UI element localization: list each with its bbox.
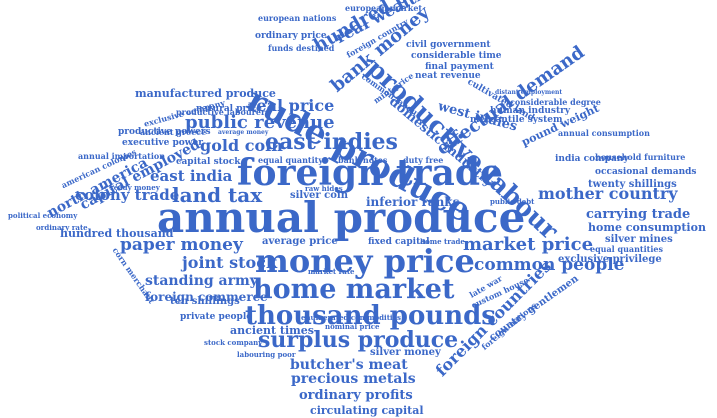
word-india-company: india company — [555, 154, 629, 164]
word-silver-mines: silver mines — [605, 234, 673, 245]
word-considerable-time: considerable time — [411, 51, 502, 61]
word-ordinary-profits: ordinary profits — [299, 388, 413, 403]
word-equal-quantities: equal quantities — [590, 244, 663, 254]
word-duty-free: duty free — [403, 155, 444, 165]
word-human-industry: human industry — [490, 106, 571, 116]
word-inferior-ranks: inferior ranks — [366, 195, 460, 209]
word-mercantile-system: mercantile system — [470, 115, 563, 125]
word-capital-stock: capital stock — [176, 157, 241, 167]
word-twenty-shillings: twenty shillings — [588, 179, 677, 190]
word-executive-power: executive power — [122, 138, 204, 148]
word-average-money: average money — [218, 129, 269, 136]
word-mother-country: mother country — [538, 184, 678, 203]
word-distant-employment: distant employment — [495, 89, 563, 96]
word-east-indies: east indies — [265, 129, 398, 155]
word-public-revenue: public revenue — [185, 112, 335, 133]
word-final-payment: final payment — [425, 62, 494, 72]
word-thousand-pounds: thousand pounds — [245, 301, 496, 331]
word-land-tax: land tax — [172, 183, 263, 207]
word-exclusive-privilege: exclusive privilege — [558, 254, 662, 265]
word-annual-importation: annual importation — [78, 151, 166, 161]
word-circulating-capital: circulating capital — [310, 404, 424, 417]
word-occasional-demands: occasional demands — [595, 167, 697, 177]
word-east-india: east india — [150, 167, 233, 185]
word-household-furniture: household furniture — [595, 152, 686, 162]
word-funds-destined: funds destined — [268, 43, 335, 53]
word-ten-shillings: ten shillings — [170, 296, 240, 307]
word-money-price: money price — [255, 242, 475, 280]
word-european-market: european market — [345, 3, 423, 13]
word-considerable-degree: considerable degree — [510, 97, 601, 107]
word-silver-money: silver money — [370, 347, 441, 358]
word-productive-labourers: productive labourers — [176, 107, 270, 117]
word-enumerated-commodities: enumerated commodities — [301, 313, 401, 322]
word-fixed-capital: fixed capital — [368, 237, 430, 247]
word-natural-price: natural price — [196, 104, 262, 114]
word-paper-money: paper money — [120, 235, 243, 255]
word-home-trade: home trade — [420, 237, 465, 246]
word-surplus-produce: surplus produce — [258, 327, 459, 353]
word-annual-produce: annual produce — [157, 193, 526, 242]
word-neat-revenue: neat revenue — [415, 71, 481, 81]
word-foreign-trade: foreign trade — [237, 152, 503, 194]
word-hundred-thousand: hundred thousand — [60, 227, 174, 240]
word-public-debt: public debt — [490, 197, 535, 206]
word-joint-stock: joint stock — [182, 253, 278, 272]
word-standing-army: standing army — [145, 273, 258, 289]
word-ordinary-price: ordinary price — [255, 31, 327, 41]
word-manufactured-produce: manufactured produce — [135, 87, 276, 100]
word-equal-quantity: equal quantity — [258, 155, 323, 165]
word-bank-notes: bank notes — [338, 155, 388, 165]
word-market-rate: market rate — [308, 267, 355, 276]
word-market-price: market price — [463, 234, 594, 255]
word-real-price: real price — [248, 96, 335, 115]
word-european-nations: european nations — [258, 13, 337, 23]
word-ready-money: ready money — [110, 183, 160, 192]
word-ordinary-rate: ordinary rate — [36, 223, 88, 232]
word-colony-trade: colony trade — [75, 186, 180, 204]
word-annual-consumption: annual consumption — [558, 128, 650, 138]
word-carrying-trade: carrying trade — [586, 207, 691, 222]
word-precious-metals: precious metals — [291, 371, 416, 387]
word-home-market: home market — [253, 274, 455, 305]
word-average-price: average price — [262, 236, 338, 247]
word-private-people: private people — [180, 312, 252, 322]
word-common-people: common people — [474, 255, 625, 275]
word-foreign-commerce: foreign commerce — [145, 290, 268, 304]
word-butchers-meat: butcher's meat — [290, 357, 408, 373]
word-political-economy: political economy — [8, 211, 78, 220]
word-ancient-greece: ancient greece — [140, 127, 207, 137]
word-raw-hides: raw hides — [305, 184, 343, 193]
word-civil-government: civil government — [406, 40, 491, 50]
word-gold-coin: gold coin — [200, 136, 283, 155]
word-ancient-times: ancient times — [230, 324, 314, 337]
word-home-consumption: home consumption — [588, 221, 706, 234]
word-silver-coin: silver coin — [290, 190, 348, 201]
word-labouring-poor: labouring poor — [237, 350, 296, 359]
word-productive-powers: productive powers — [118, 127, 211, 137]
word-nominal-price: nominal price — [325, 322, 380, 331]
word-stock-company: stock company — [204, 338, 263, 347]
